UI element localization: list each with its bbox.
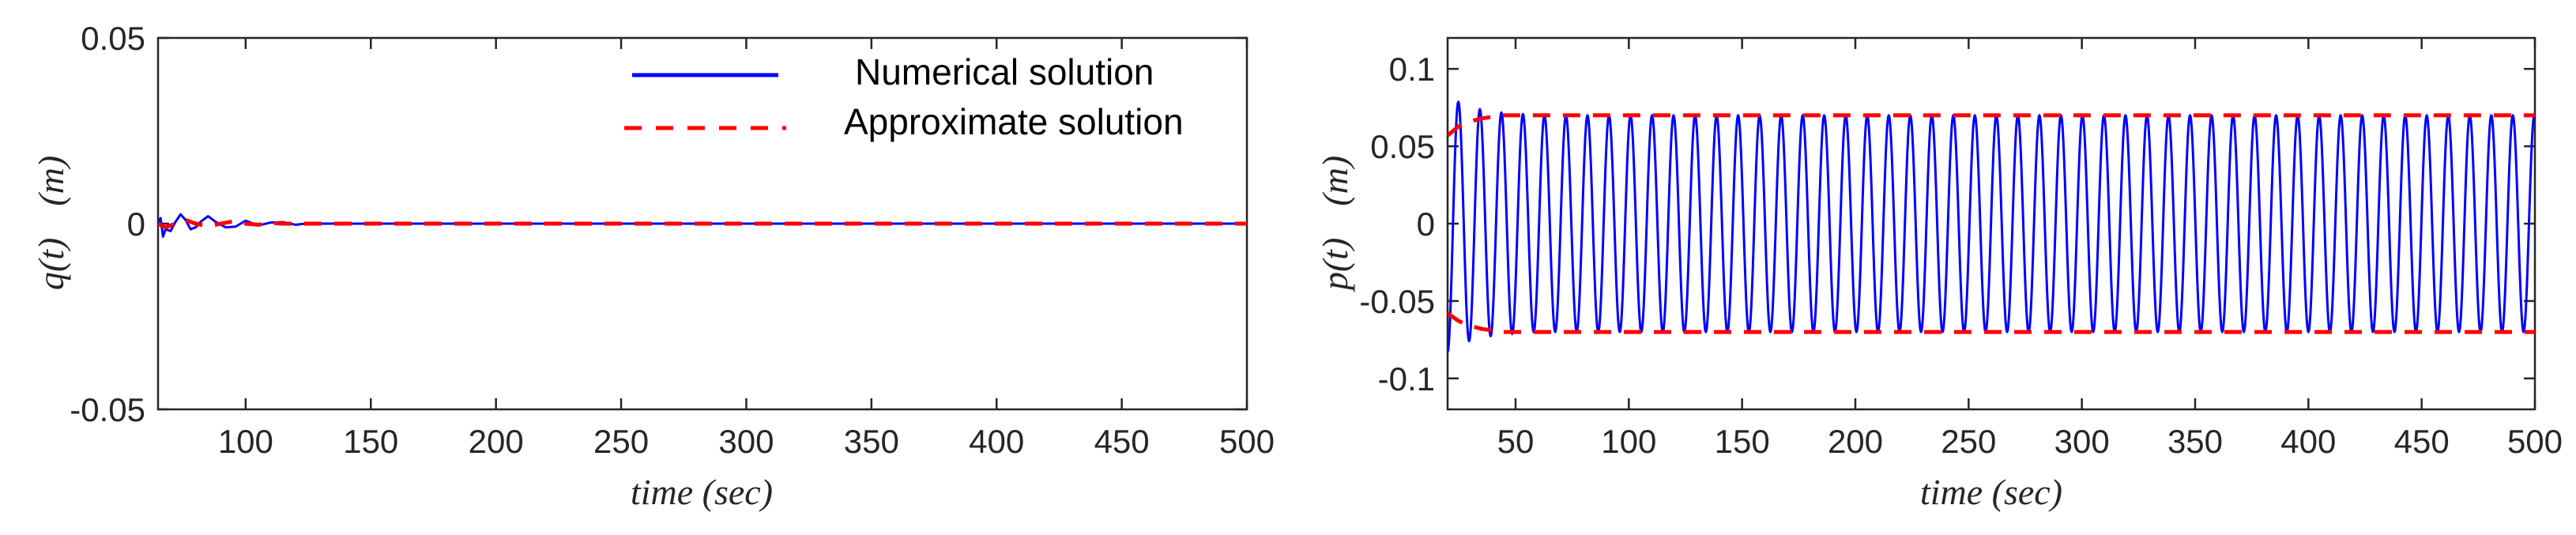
left-ylabel: q(t) (m): [31, 156, 71, 290]
left-xlabel: time (sec): [631, 472, 773, 512]
left-xtick-label: 250: [593, 423, 649, 460]
left-ytick-label: 0.05: [81, 20, 145, 57]
left-series-numerical-line: [158, 213, 1247, 238]
left-xtick-label: 350: [844, 423, 899, 460]
right-xtick-label: 450: [2394, 423, 2450, 460]
right-ytick-label: 0: [1417, 205, 1435, 243]
left-xtick-label: 400: [969, 423, 1024, 460]
left-ylabel-var: q(t): [31, 238, 71, 290]
left-xtick-label: 100: [218, 423, 273, 460]
right-series: [1448, 100, 2535, 352]
right-ytick-label: 0.1: [1389, 51, 1435, 88]
right-ylabel-unit: (m): [1315, 156, 1355, 206]
right-ytick-label: -0.1: [1378, 360, 1435, 397]
right-series-approximate-line: [1448, 113, 2535, 138]
left-series: [158, 213, 1247, 238]
right-series-approximate-line: [1448, 311, 2535, 334]
right-xtick-label: 100: [1601, 423, 1656, 460]
legend-label-numerical: Numerical solution: [855, 51, 1154, 92]
legend-label-approximate: Approximate solution: [844, 101, 1184, 142]
right-xtick-label: 250: [1941, 423, 1996, 460]
left-xtick-label: 150: [343, 423, 398, 460]
right-ylabel: p(t) (m): [1315, 156, 1355, 292]
right-ylabel-var: p(t): [1315, 238, 1355, 292]
right-ytick-label: -0.05: [1359, 283, 1435, 320]
right-xtick-label: 400: [2280, 423, 2336, 460]
left-ylabel-unit: (m): [31, 156, 71, 206]
right-ytick-label: 0.05: [1370, 128, 1435, 165]
left-chart: 100 150 200 250 300 350 400 450 500 -0.05 0 0.05 Nu…: [31, 20, 1275, 512]
left-xtick-label: 300: [718, 423, 774, 460]
right-xtick-label: 150: [1715, 423, 1770, 460]
right-ticks: 50 100 150 200 250 300 350 400 450 500 -0.1 -0.05 0 0…: [1359, 38, 2563, 460]
right-xlabel: time (sec): [1920, 472, 2062, 512]
right-xtick-label: 500: [2507, 423, 2563, 460]
right-xtick-label: 200: [1828, 423, 1883, 460]
right-series-numerical-line: [1448, 100, 2535, 352]
left-ticks: 100 150 200 250 300 350 400 450 500 -0.05 0 0.05: [70, 20, 1275, 460]
left-ytick-label: 0: [127, 205, 145, 243]
right-xtick-label: 350: [2167, 423, 2223, 460]
right-chart: 50 100 150 200 250 300 350 400 450 500 -0.1 -0.05 0 0…: [1315, 36, 2563, 512]
left-xtick-label: 500: [1219, 423, 1275, 460]
left-xtick-label: 450: [1094, 423, 1150, 460]
right-xtick-label: 50: [1497, 423, 1535, 460]
legend: Numerical solution Approximate solution: [624, 51, 1184, 142]
right-xtick-label: 300: [2054, 423, 2110, 460]
left-ytick-label: -0.05: [70, 391, 145, 428]
left-xtick-label: 200: [469, 423, 524, 460]
